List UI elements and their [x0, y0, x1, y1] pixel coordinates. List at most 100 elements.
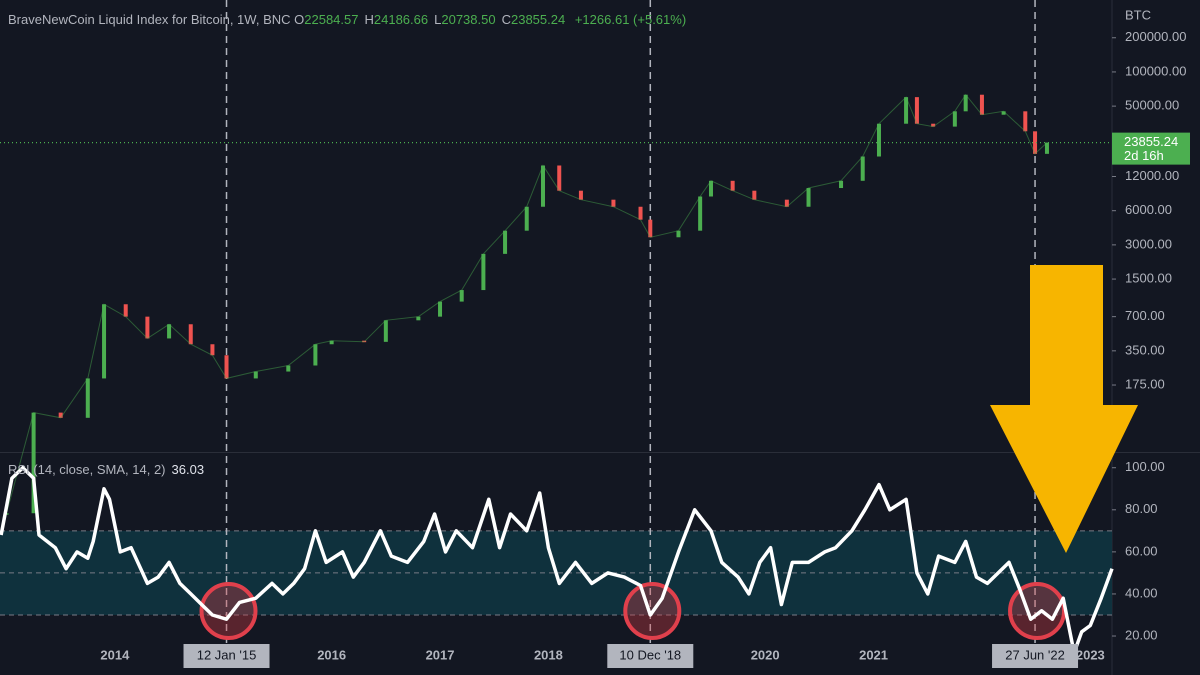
candle	[85, 378, 90, 418]
currency-label: BTC	[1125, 7, 1151, 22]
ohlc-key: L	[434, 12, 442, 27]
ohlc-value: 23855.24	[510, 12, 566, 27]
candle	[123, 304, 128, 317]
candle	[979, 94, 984, 115]
candle	[145, 316, 150, 339]
price-header: BraveNewCoin Liquid Index for Bitcoin, 1…	[8, 12, 686, 27]
x-tick-label: 2016	[317, 647, 346, 662]
candle	[224, 355, 229, 379]
candle	[503, 230, 508, 254]
y-tick-label: 12000.00	[1125, 168, 1179, 183]
candle	[313, 344, 318, 366]
rsi-title: RSI (14, close, SMA, 14, 2)	[8, 462, 166, 477]
candle	[730, 180, 735, 191]
candle	[167, 324, 172, 339]
candle	[698, 196, 703, 231]
highlight-circle	[199, 582, 258, 640]
y-tick-label: 175.00	[1125, 376, 1165, 391]
candle	[329, 340, 334, 345]
y-tick-label: 700.00	[1125, 308, 1165, 323]
y-tick-label: 6000.00	[1125, 202, 1172, 217]
marker-label: 27 Jun '22	[1005, 647, 1065, 662]
candle	[1001, 111, 1006, 115]
y-tick-label: 60.00	[1125, 543, 1158, 558]
candle	[876, 123, 881, 157]
candle	[438, 301, 443, 317]
candle	[708, 180, 713, 197]
y-tick-label: 3000.00	[1125, 236, 1172, 251]
candle	[540, 165, 545, 207]
candle	[839, 180, 844, 189]
x-tick-label: 2018	[534, 647, 563, 662]
candle	[286, 365, 291, 372]
x-tick-label: 2017	[426, 647, 455, 662]
candle	[481, 253, 486, 291]
ohlc-key: C	[501, 12, 511, 27]
candle	[611, 199, 616, 207]
marker-label: 12 Jan '15	[197, 647, 257, 662]
ohlc-key: H	[364, 12, 374, 27]
candle	[188, 324, 193, 345]
ohlc-value: 22584.57	[304, 12, 359, 27]
candle	[253, 371, 258, 379]
marker-label-box	[607, 644, 694, 668]
candle	[860, 156, 865, 181]
marker-label: 10 Dec '18	[619, 647, 681, 662]
y-tick-label: 100.00	[1125, 459, 1165, 474]
y-tick-label: 350.00	[1125, 342, 1165, 357]
y-tick-label: 200000.00	[1125, 29, 1186, 44]
x-tick-label: 2014	[100, 647, 130, 662]
candle	[931, 123, 936, 127]
candle	[210, 344, 215, 356]
annotation-arrow	[990, 265, 1138, 553]
rsi-header: RSI (14, close, SMA, 14, 2) 36.03	[8, 462, 204, 477]
y-tick-label: 1500.00	[1125, 270, 1172, 285]
rsi-line	[0, 465, 1114, 655]
countdown-label: 2d 16h	[1124, 148, 1164, 163]
candle	[904, 97, 909, 124]
candle	[648, 219, 653, 238]
candle	[806, 188, 811, 207]
candle	[524, 206, 529, 231]
candle	[638, 206, 643, 220]
x-tick-label: 2020	[751, 647, 780, 662]
candle	[362, 340, 367, 343]
ohlc-value: 24186.66	[373, 12, 429, 27]
price-path	[6, 93, 1048, 514]
ohlc-legend: O22584.57 H24186.66 L20738.50 C23855.24	[294, 12, 571, 27]
candle	[963, 94, 968, 112]
candle	[676, 230, 681, 238]
last-price-label: 23855.24	[1124, 134, 1178, 149]
symbol-title: BraveNewCoin Liquid Index for Bitcoin, 1…	[8, 12, 291, 27]
candle	[459, 290, 464, 302]
candle	[102, 304, 107, 379]
marker-label-box	[183, 644, 270, 668]
candle	[416, 316, 421, 321]
y-tick-label: 50000.00	[1125, 98, 1179, 113]
y-tick-label: 100000.00	[1125, 63, 1186, 78]
candle	[1044, 142, 1049, 154]
candle	[557, 165, 562, 191]
candle	[784, 199, 789, 207]
y-tick-label: 80.00	[1125, 501, 1158, 516]
y-tick-label: 20.00	[1125, 627, 1158, 642]
candle	[58, 412, 63, 418]
candle	[1033, 131, 1038, 154]
change-label: +1266.61 (+5.61%)	[574, 12, 687, 27]
candle	[914, 97, 919, 124]
marker-label-box	[992, 644, 1079, 668]
candle	[31, 412, 36, 514]
candle	[383, 320, 388, 342]
candle	[1023, 111, 1028, 132]
rsi-last-value: 36.03	[171, 462, 205, 477]
candle	[578, 190, 583, 200]
y-tick-label: 40.00	[1125, 585, 1158, 600]
candle	[752, 190, 757, 200]
last-price-box	[1112, 132, 1190, 165]
x-tick-label: 2023	[1076, 647, 1105, 662]
x-tick-label: 2021	[859, 647, 888, 662]
ohlc-key: O	[294, 12, 305, 27]
candle	[952, 111, 957, 127]
